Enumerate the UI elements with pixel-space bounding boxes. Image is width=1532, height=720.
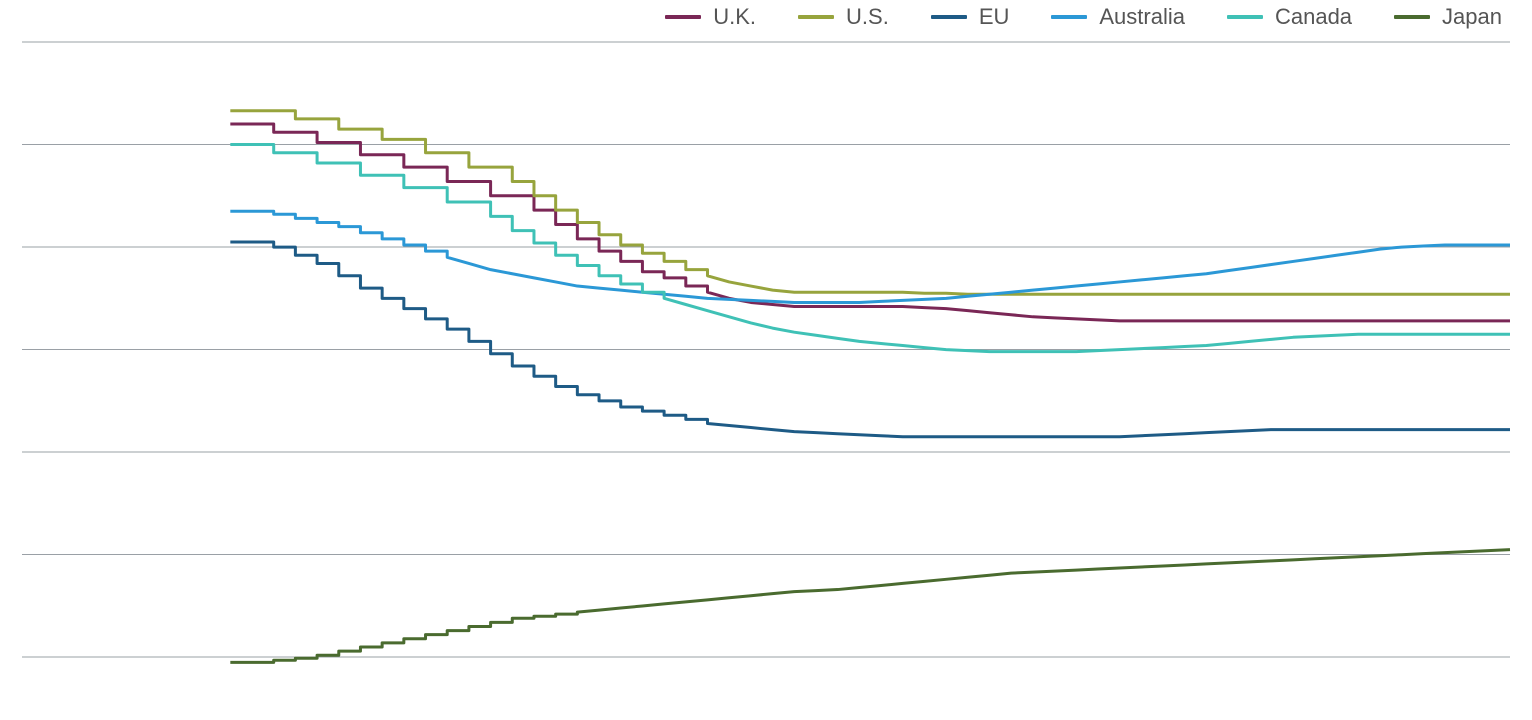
- legend-swatch: [665, 15, 701, 19]
- legend-swatch: [1394, 15, 1430, 19]
- legend-label: Japan: [1442, 4, 1502, 30]
- legend-swatch: [1051, 15, 1087, 19]
- legend-label: EU: [979, 4, 1010, 30]
- legend-swatch: [798, 15, 834, 19]
- legend-item-japan: Japan: [1394, 4, 1502, 30]
- legend-item-u-s-: U.S.: [798, 4, 889, 30]
- chart-container: U.K. U.S. EU Australia Canada Japan: [0, 0, 1532, 720]
- chart-plot-area: [20, 40, 1512, 690]
- legend-item-canada: Canada: [1227, 4, 1352, 30]
- chart-legend: U.K. U.S. EU Australia Canada Japan: [0, 0, 1502, 34]
- legend-swatch: [1227, 15, 1263, 19]
- legend-item-u-k-: U.K.: [665, 4, 756, 30]
- series-line-eu: [230, 242, 1510, 437]
- legend-item-australia: Australia: [1051, 4, 1185, 30]
- legend-label: U.S.: [846, 4, 889, 30]
- series-line-japan: [230, 550, 1510, 663]
- line-chart: [20, 40, 1512, 690]
- series-line-australia: [230, 211, 1510, 302]
- legend-swatch: [931, 15, 967, 19]
- legend-label: U.K.: [713, 4, 756, 30]
- legend-label: Canada: [1275, 4, 1352, 30]
- legend-label: Australia: [1099, 4, 1185, 30]
- legend-item-eu: EU: [931, 4, 1010, 30]
- series-line-u-s-: [230, 111, 1510, 295]
